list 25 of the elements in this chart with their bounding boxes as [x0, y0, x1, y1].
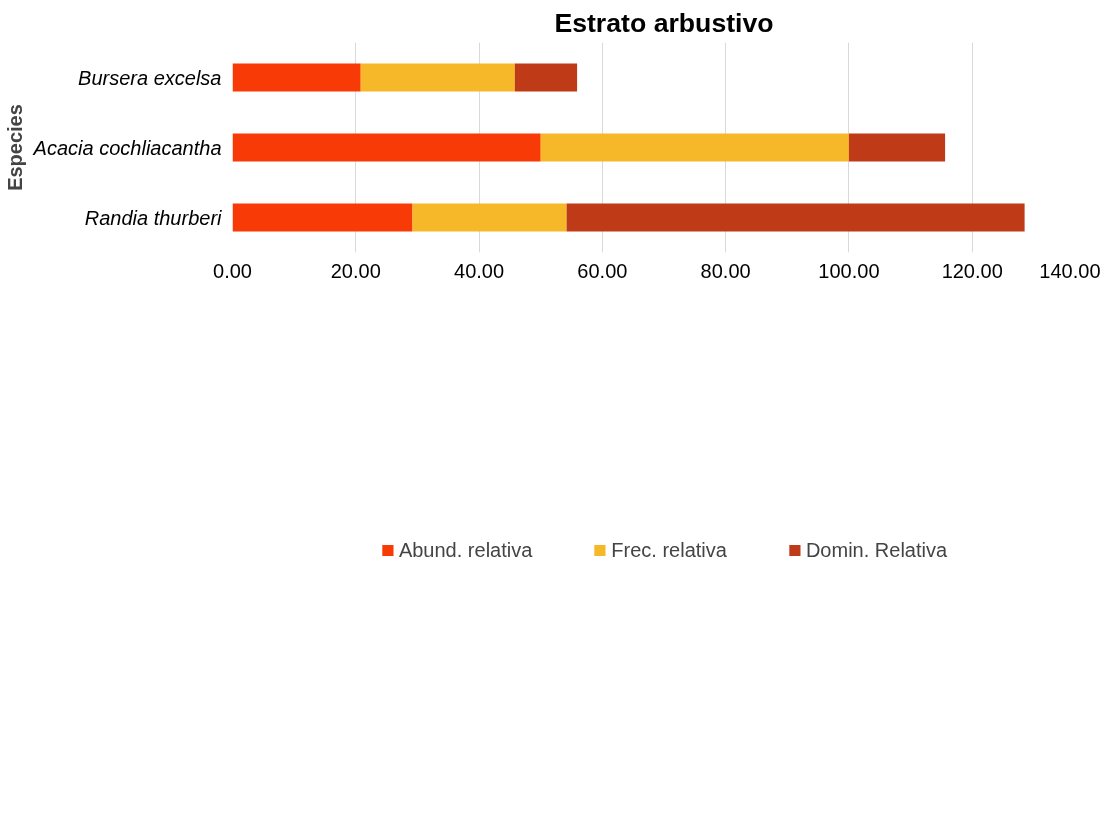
y-tick-label: Randia thurberi	[84, 206, 223, 229]
bar	[412, 203, 567, 232]
legend-label: Domin. Relativa	[805, 538, 948, 562]
y-tick-label: Bursera excelsa	[78, 66, 222, 89]
x-tick-label: 120.00	[941, 259, 1003, 282]
legend-label: Frec. relativa	[611, 538, 727, 562]
bar	[232, 203, 413, 232]
x-tick-label: 140.00	[1039, 259, 1101, 282]
x-tick-label: 100.00	[818, 259, 880, 282]
y-axis-title: Especies	[3, 104, 26, 191]
x-tick-label: 80.00	[700, 259, 751, 282]
bar	[232, 133, 541, 162]
y-tick-label: Acacia cochliacantha	[32, 136, 222, 159]
bar	[232, 63, 361, 92]
bar	[540, 133, 849, 162]
bar	[514, 63, 578, 92]
x-tick-label: 20.00	[330, 259, 381, 282]
x-tick-label: 0.00	[213, 259, 252, 282]
bar	[848, 133, 946, 162]
x-tick-label: 60.00	[577, 259, 628, 282]
bar	[566, 203, 1025, 232]
x-tick-label: 40.00	[454, 259, 505, 282]
chart-title: Estrato arbustivo	[554, 7, 774, 38]
bar	[360, 63, 515, 92]
legend-label: Abund. relativa	[398, 538, 533, 562]
